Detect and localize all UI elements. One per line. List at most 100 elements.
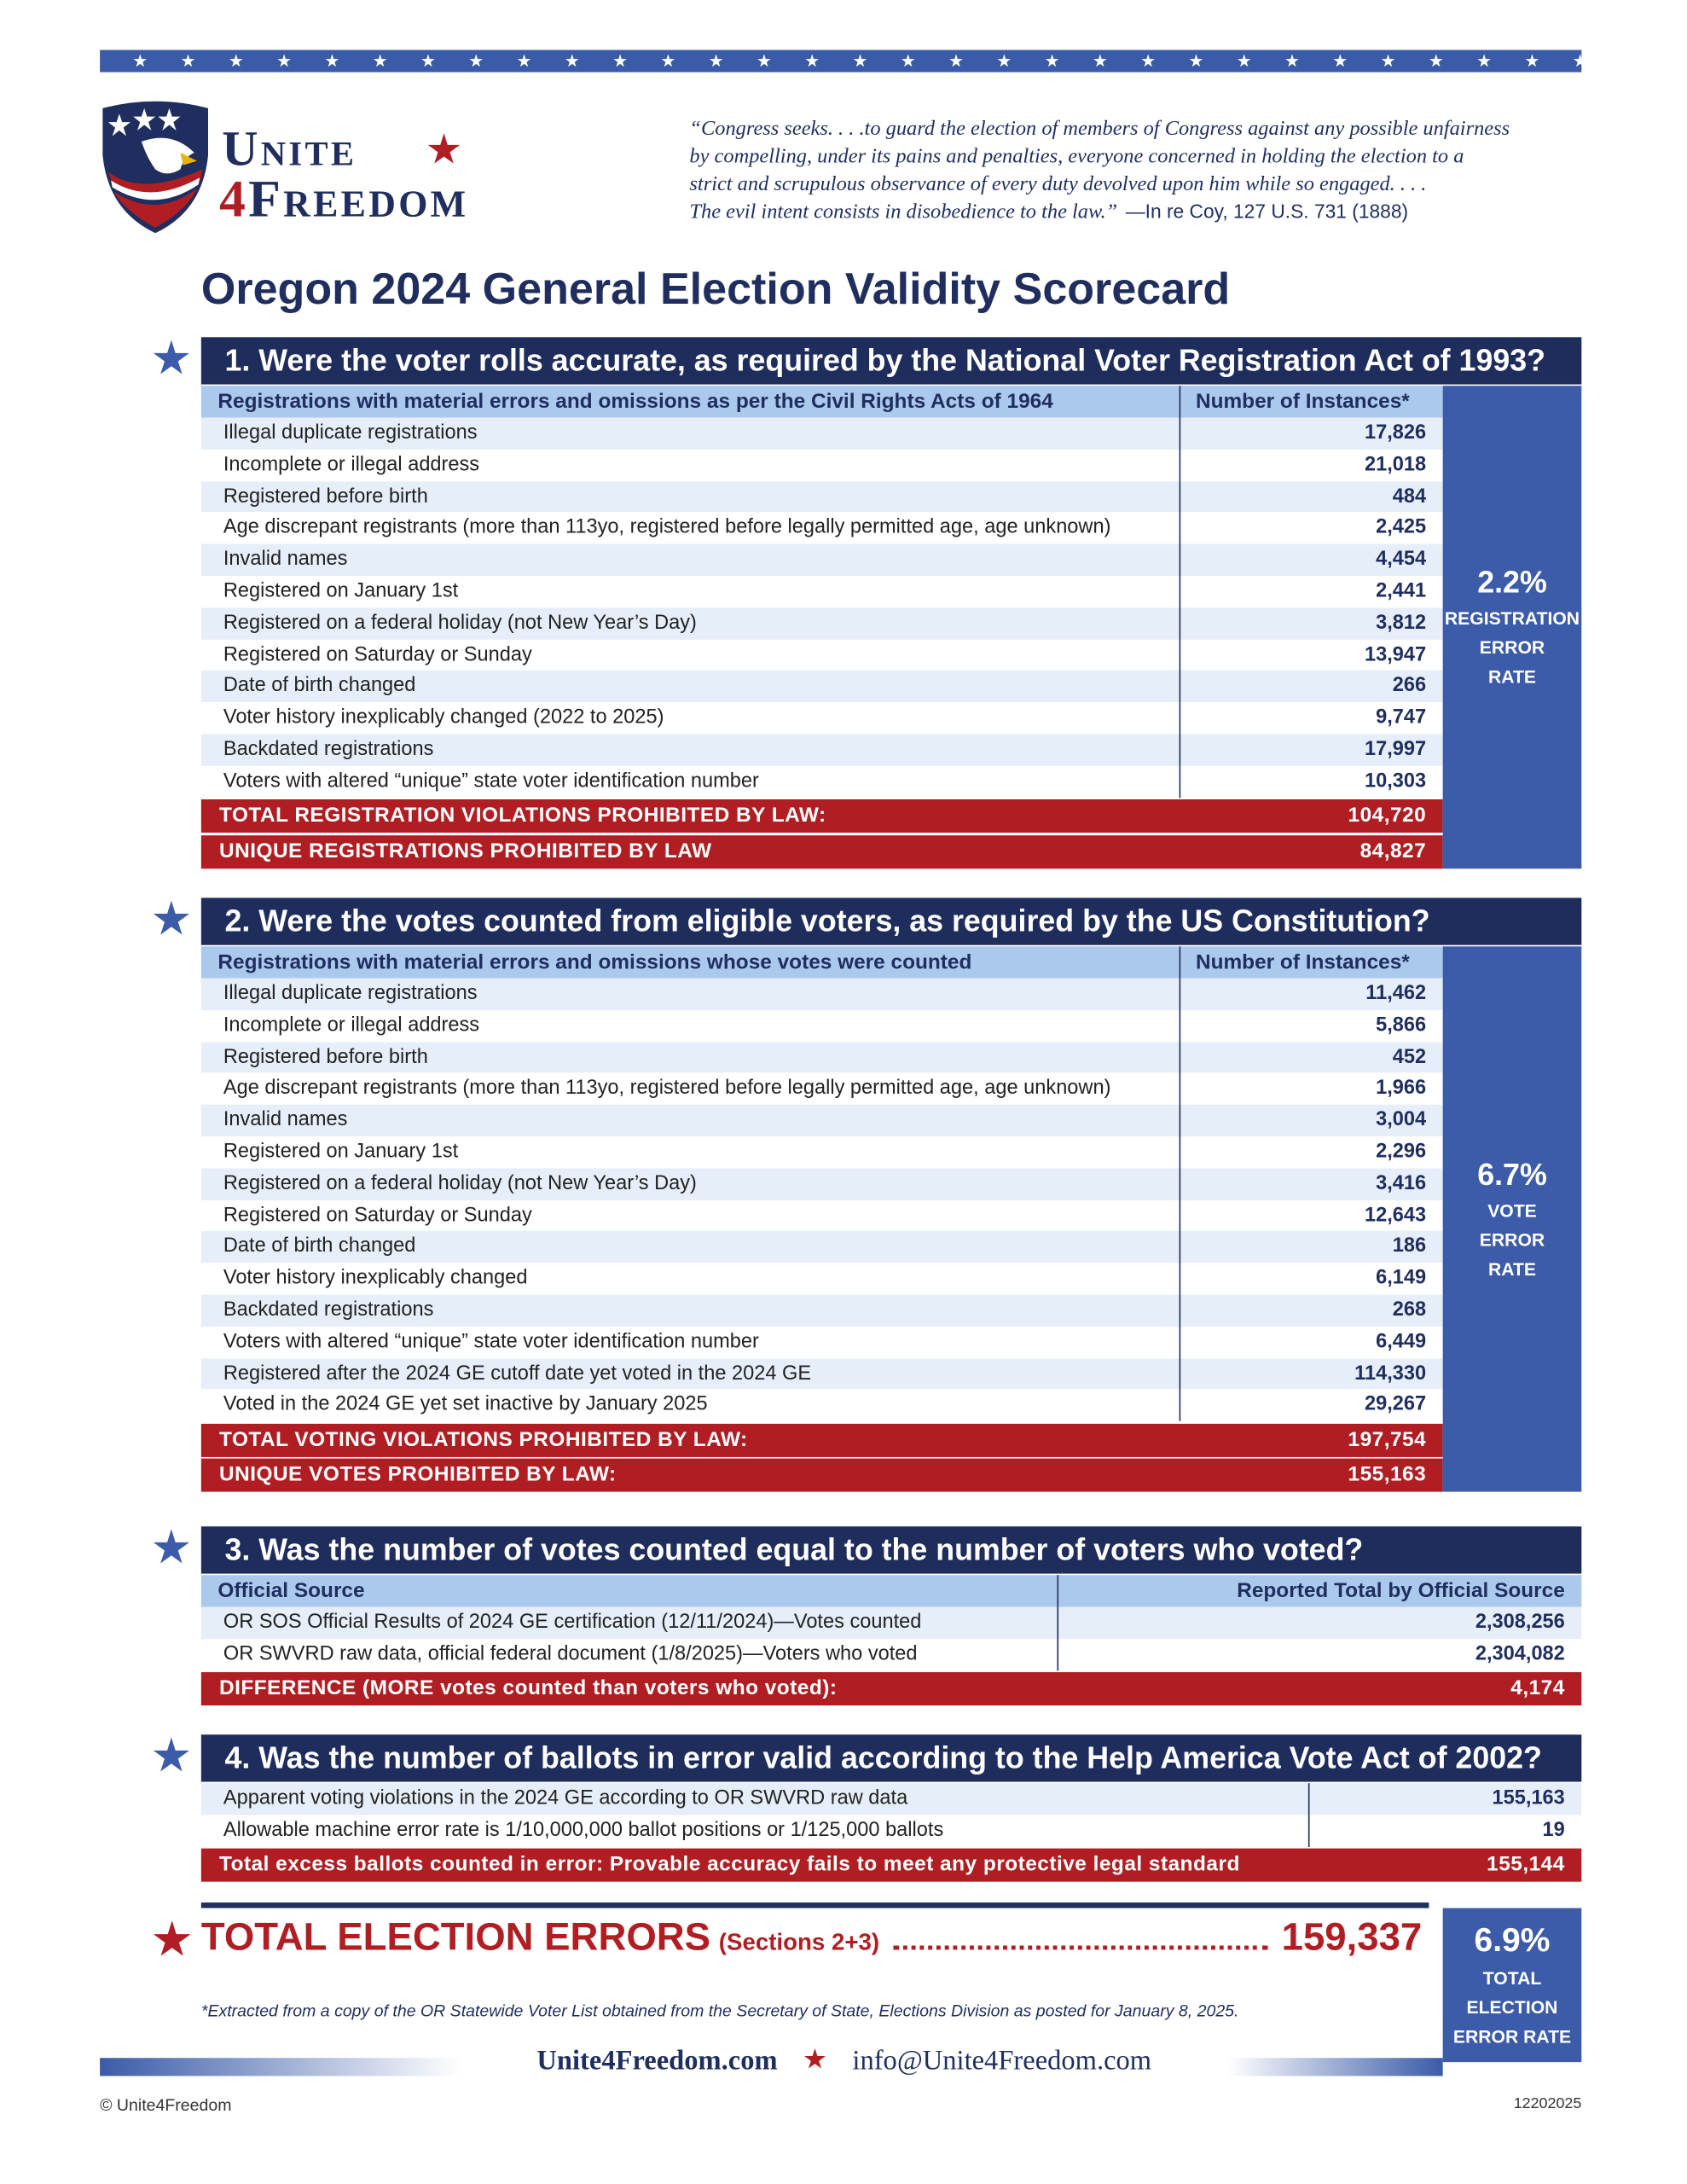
footnote: *Extracted from a copy of the OR Statewi… bbox=[200, 2001, 1239, 2021]
total-rate-label: ERROR RATE bbox=[1452, 2025, 1572, 2048]
table-row: Illegal duplicate registrations 17,826 bbox=[200, 417, 1443, 450]
row-label: Voter history inexplicably changed bbox=[223, 1267, 528, 1290]
row-value: 12,643 bbox=[1364, 1204, 1427, 1227]
total-rate-label: ELECTION bbox=[1466, 1996, 1558, 2018]
bar-star bbox=[709, 54, 723, 67]
bar-star bbox=[469, 54, 484, 67]
bar-star bbox=[277, 54, 291, 67]
row-value: 6,449 bbox=[1376, 1330, 1427, 1353]
doc-code: 12202025 bbox=[1513, 2095, 1582, 2112]
column-header: Number of Instances* bbox=[1195, 950, 1410, 974]
grand-total-note: (Sections 2+3) bbox=[718, 1928, 880, 1955]
column-header-row: Registrations with material errors and o… bbox=[200, 946, 1443, 979]
table-row: Invalid names 3,004 bbox=[200, 1105, 1443, 1137]
table-row: Apparent voting violations in the 2024 G… bbox=[200, 1783, 1582, 1815]
bar-star bbox=[1237, 54, 1251, 67]
bar-star bbox=[421, 54, 435, 67]
footer-bar-right bbox=[1227, 2058, 1443, 2077]
bar-star bbox=[757, 54, 771, 67]
table-row: Age discrepant registrants (more than 11… bbox=[200, 1072, 1443, 1106]
row-value: 21,018 bbox=[1364, 453, 1427, 476]
brand-top: Unite bbox=[222, 120, 357, 177]
bar-star bbox=[1093, 54, 1107, 67]
row-label: Registered on January 1st bbox=[223, 1141, 459, 1164]
brand-word: Freedom bbox=[248, 171, 469, 229]
email[interactable]: info@Unite4Freedom.com bbox=[852, 2045, 1152, 2077]
table-row: Registered on a federal holiday (not New… bbox=[200, 1168, 1443, 1200]
section-question: 2. Were the votes counted from eligible … bbox=[200, 897, 1582, 945]
leader-dots bbox=[893, 1945, 1268, 1950]
total-rate-label: TOTAL bbox=[1482, 1967, 1542, 1989]
star-bar bbox=[100, 49, 1587, 73]
table-row: OR SOS Official Results of 2024 GE certi… bbox=[200, 1606, 1582, 1639]
section-question: 3. Was the number of votes counted equal… bbox=[200, 1526, 1582, 1574]
rate-box: 2.2% REGISTRATION ERROR RATE bbox=[1442, 386, 1582, 868]
table-row: OR SWVRD raw data, official federal docu… bbox=[200, 1638, 1582, 1670]
row-label: Registered on a federal holiday (not New… bbox=[223, 612, 697, 635]
row-value: 3,004 bbox=[1376, 1108, 1427, 1131]
quote-text: strict and scrupulous observance of ever… bbox=[689, 173, 1427, 196]
rate-value: 6.7% bbox=[1477, 1157, 1547, 1193]
row-label: Invalid names bbox=[223, 1108, 348, 1131]
total-row: TOTAL VOTING VIOLATIONS PROHIBITED BY LA… bbox=[200, 1423, 1443, 1457]
rate-box: 6.7% VOTE ERROR RATE bbox=[1442, 946, 1582, 1492]
section-star bbox=[153, 1737, 189, 1772]
row-label: Voter history inexplicably changed (2022… bbox=[223, 706, 664, 729]
bar-star bbox=[565, 54, 579, 67]
row-label: Date of birth changed bbox=[223, 675, 416, 698]
rate-value: 2.2% bbox=[1477, 565, 1547, 601]
bar-star bbox=[1045, 54, 1059, 67]
column-header: Number of Instances* bbox=[1195, 390, 1410, 414]
table-row: Incomplete or illegal address 5,866 bbox=[200, 1009, 1443, 1042]
bar-star bbox=[661, 54, 675, 67]
table-row: Registered on a federal holiday (not New… bbox=[200, 607, 1443, 640]
row-label: Incomplete or illegal address bbox=[223, 1014, 480, 1037]
table-row: Age discrepant registrants (more than 11… bbox=[200, 512, 1443, 544]
rate-label: ERROR bbox=[1479, 1229, 1545, 1251]
row-value: 452 bbox=[1392, 1045, 1427, 1068]
rate-label: VOTE bbox=[1487, 1200, 1537, 1222]
row-label: Voters with altered “unique” state voter… bbox=[223, 1330, 759, 1353]
bar-star bbox=[805, 54, 820, 67]
table-row: Registered on January 1st 2,441 bbox=[200, 576, 1443, 608]
bar-star bbox=[1285, 54, 1299, 67]
total-row: UNIQUE VOTES PROHIBITED BY LAW: 155,163 bbox=[200, 1458, 1443, 1492]
bar-star bbox=[1189, 54, 1203, 67]
table-row: Registered before birth 484 bbox=[200, 480, 1443, 513]
bar-star bbox=[1381, 54, 1395, 67]
footer-contact: Unite4Freedom.com info@Unite4Freedom.com bbox=[461, 2046, 1228, 2077]
quote-line: strict and scrupulous observance of ever… bbox=[689, 171, 1510, 199]
total-label: DIFFERENCE (MORE votes counted than vote… bbox=[219, 1676, 838, 1700]
column-divider bbox=[1179, 946, 1181, 1421]
rate-label: ERROR bbox=[1479, 637, 1545, 659]
bar-star bbox=[517, 54, 531, 67]
row-value: 2,304,082 bbox=[1475, 1642, 1565, 1665]
row-label: Registered on January 1st bbox=[223, 579, 459, 602]
total-value: 155,163 bbox=[1348, 1462, 1427, 1487]
section-star bbox=[153, 900, 189, 935]
grand-total: TOTAL ELECTION ERRORS (Sections 2+3) 159… bbox=[201, 1915, 1422, 1966]
row-label: OR SWVRD raw data, official federal docu… bbox=[223, 1642, 918, 1665]
rate-label: REGISTRATION bbox=[1444, 607, 1580, 630]
brand-bottom: 4Freedom bbox=[219, 169, 468, 230]
section-question: 4. Was the number of ballots in error va… bbox=[200, 1734, 1582, 1782]
row-value: 2,441 bbox=[1376, 579, 1427, 602]
row-value: 155,163 bbox=[1492, 1787, 1565, 1810]
row-label: Allowable machine error rate is 1/10,000… bbox=[223, 1819, 944, 1842]
row-label: Apparent voting violations in the 2024 G… bbox=[223, 1787, 908, 1810]
total-label: Total excess ballots counted in error: P… bbox=[219, 1852, 1240, 1877]
row-value: 268 bbox=[1392, 1298, 1427, 1321]
table-row: Invalid names 4,454 bbox=[200, 543, 1443, 577]
section-star bbox=[153, 1529, 189, 1564]
row-value: 2,308,256 bbox=[1475, 1611, 1565, 1634]
table-row: Registered on Saturday or Sunday 12,643 bbox=[200, 1199, 1443, 1232]
row-label: Voted in the 2024 GE yet set inactive by… bbox=[223, 1393, 708, 1416]
website[interactable]: Unite4Freedom.com bbox=[536, 2045, 778, 2077]
bar-star bbox=[1573, 54, 1587, 67]
table-row: Registered on Saturday or Sunday 13,947 bbox=[200, 639, 1443, 671]
row-value: 4,454 bbox=[1376, 548, 1427, 571]
row-value: 6,149 bbox=[1376, 1267, 1427, 1290]
row-value: 9,747 bbox=[1376, 706, 1427, 729]
